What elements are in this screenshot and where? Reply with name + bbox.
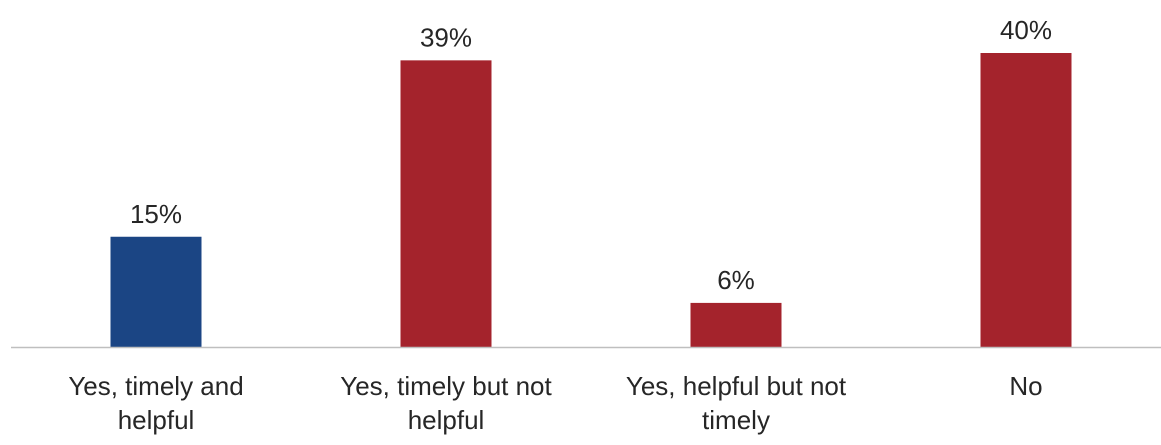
category-label-line: helpful	[118, 405, 195, 435]
category-label-line: Yes, timely and	[68, 371, 243, 401]
value-labels-group: 15% 39% 6% 40%	[130, 15, 1052, 295]
category-label-4: No	[1009, 371, 1042, 401]
bar-3	[690, 302, 782, 347]
category-label-3: Yes, helpful but not timely	[626, 371, 847, 435]
value-label-2: 39%	[420, 22, 472, 52]
category-label-line: No	[1009, 371, 1042, 401]
category-label-line: helpful	[408, 405, 485, 435]
category-label-line: Yes, helpful but not	[626, 371, 847, 401]
value-label-4: 40%	[1000, 15, 1052, 45]
category-label-line: Yes, timely but not	[340, 371, 552, 401]
category-label-2: Yes, timely but not helpful	[340, 371, 552, 435]
bar-4	[980, 53, 1072, 347]
value-label-1: 15%	[130, 199, 182, 229]
bars-group	[110, 53, 1072, 347]
bar-2	[400, 60, 492, 347]
value-label-3: 6%	[717, 265, 755, 295]
category-label-1: Yes, timely and helpful	[68, 371, 243, 435]
bar-1	[110, 236, 202, 347]
category-label-line: timely	[702, 405, 770, 435]
